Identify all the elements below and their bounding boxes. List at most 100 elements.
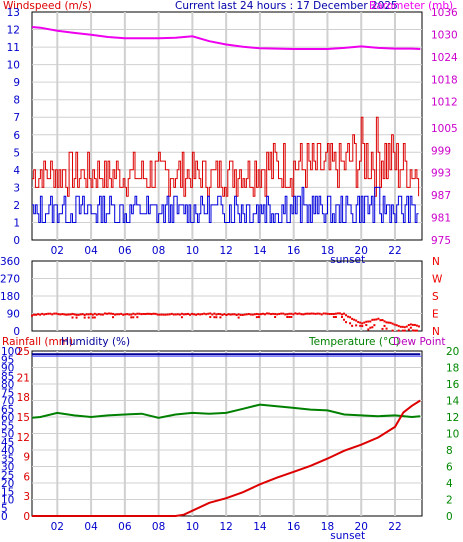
direction-point	[272, 312, 275, 315]
direction-point	[405, 325, 408, 328]
direction-point	[259, 313, 262, 316]
direction-point	[53, 312, 56, 315]
rain-tick-label: 21	[17, 372, 30, 384]
direction-point	[31, 314, 33, 317]
direction-point	[219, 316, 222, 319]
direction-point	[397, 325, 400, 328]
direction-point	[383, 320, 386, 323]
direction-point	[178, 313, 181, 316]
direction-point	[343, 318, 345, 321]
humidity-tick-label: 65	[1, 404, 14, 416]
sunset-label: sunset	[330, 254, 365, 266]
direction-point	[39, 313, 42, 316]
direction-point	[170, 312, 173, 315]
direction-point	[43, 313, 46, 316]
direction-point	[221, 313, 224, 316]
x-tick-label: 08	[152, 245, 165, 257]
direction-point	[385, 321, 388, 324]
direction-point	[345, 314, 348, 317]
dew-point-axis-title: Dew Point	[393, 336, 446, 348]
humidity-tick-label: 0	[1, 511, 8, 523]
direction-point	[235, 313, 238, 316]
humidity-axis-title: Humidity (%)	[61, 336, 130, 348]
direction-point	[413, 329, 416, 332]
y-tick-label: 180	[0, 291, 20, 303]
direction-point	[407, 324, 410, 327]
direction-point	[409, 326, 412, 329]
sunset-label: sunset	[330, 530, 365, 542]
x-tick-label: 10	[186, 521, 199, 533]
direction-point	[377, 317, 380, 320]
direction-point	[35, 313, 38, 316]
humidity-tick-label: 15	[1, 486, 14, 498]
direction-point	[359, 321, 362, 324]
x-tick-label: 16	[287, 521, 301, 533]
direction-point	[328, 313, 331, 316]
direction-point	[215, 316, 218, 319]
direction-point	[249, 313, 252, 316]
direction-point	[237, 313, 240, 316]
direction-point	[156, 313, 159, 316]
direction-point	[290, 312, 293, 315]
direction-point	[365, 324, 368, 327]
humidity-tick-label: 100	[1, 346, 21, 358]
direction-point	[411, 323, 414, 326]
temperature-tick-label: 12	[446, 412, 459, 424]
direction-point	[274, 316, 277, 318]
direction-point	[112, 316, 115, 319]
direction-point	[140, 313, 143, 316]
direction-point	[296, 312, 299, 315]
direction-point	[340, 313, 343, 316]
direction-point	[47, 312, 50, 315]
direction-point	[182, 313, 185, 316]
direction-point	[110, 312, 113, 315]
x-tick-label: 12	[219, 245, 232, 257]
direction-point	[349, 316, 352, 319]
temperature-tick-label: 8	[446, 445, 453, 457]
direction-point	[407, 328, 410, 331]
direction-point	[391, 322, 394, 325]
direction-point	[357, 321, 360, 324]
y-tick-label: 0	[13, 235, 20, 247]
direction-point	[302, 313, 305, 316]
direction-point	[130, 313, 133, 316]
direction-point	[209, 316, 212, 319]
direction-point	[128, 313, 131, 316]
y-tick-label: 10	[7, 60, 20, 72]
direction-point	[83, 316, 86, 319]
direction-point	[150, 313, 153, 316]
direction-point	[184, 313, 187, 316]
direction-point	[257, 313, 260, 316]
direction-point	[67, 313, 70, 316]
direction-point	[118, 313, 121, 316]
direction-point	[415, 324, 418, 327]
barometer-line	[31, 26, 421, 50]
humidity-tick-label: 10	[1, 495, 14, 507]
direction-point	[231, 313, 234, 316]
y-tick-label: 9	[13, 77, 20, 89]
direction-point	[55, 312, 58, 315]
direction-point	[205, 313, 208, 316]
direction-point	[160, 313, 163, 316]
direction-point	[379, 319, 382, 322]
direction-point	[284, 313, 287, 316]
x-tick-label: 10	[186, 245, 199, 257]
direction-point	[191, 312, 194, 315]
direction-point	[399, 325, 402, 328]
direction-point	[33, 313, 36, 316]
direction-point	[320, 313, 323, 316]
direction-point	[172, 313, 175, 316]
direction-point	[336, 312, 339, 315]
y-tick-label: 5	[13, 147, 20, 159]
x-tick-label: 20	[355, 521, 368, 533]
y-right-tick-label: 1024	[431, 52, 458, 64]
direction-point	[99, 313, 102, 316]
direction-point	[338, 312, 341, 315]
rain-tick-label: 12	[17, 432, 30, 444]
direction-point	[174, 313, 177, 316]
direction-point	[114, 313, 117, 316]
direction-point	[276, 313, 279, 316]
direction-point	[126, 313, 129, 316]
direction-point	[245, 313, 248, 316]
direction-point	[401, 325, 404, 328]
